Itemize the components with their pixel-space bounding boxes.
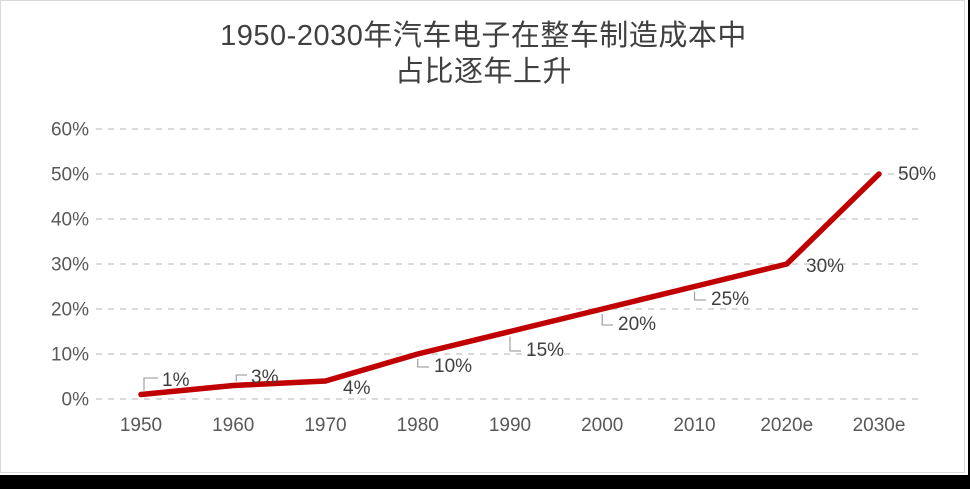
data-label: 15% [526,340,564,361]
y-tick-label: 50% [51,165,89,186]
chart-title: 1950-2030年汽车电子在整车制造成本中 占比逐年上升 [1,18,966,90]
data-label: 20% [618,314,656,335]
data-label: 3% [251,367,279,388]
y-tick-label: 40% [51,210,89,231]
leader-line [235,374,247,382]
y-tick-label: 30% [51,255,89,276]
y-tick-label: 0% [62,390,90,411]
y-tick-label: 60% [51,120,89,141]
right-black-edge [968,0,970,489]
leader-line [417,359,429,368]
x-axis-label: 1960 [212,415,254,436]
chart-title-line-2: 占比逐年上升 [394,56,572,88]
line-chart-plot: 0% 10% 20% 30% 40% 50% 60% 1950 1960 1970 1980 1990… [51,120,936,437]
y-tick-label: 20% [51,300,89,321]
leader-line [601,314,613,326]
series-line [138,171,882,398]
chart-title-line-1: 1950-2030年汽车电子在整车制造成本中 [220,20,747,52]
x-axis-label: 2020e [760,415,813,436]
x-axis-label: 1970 [304,415,346,436]
x-axis-label: 2010 [673,415,715,436]
leader-line [143,377,158,391]
leader-line [693,291,706,301]
data-label: 10% [434,356,472,377]
data-label: 30% [806,256,844,277]
x-axis-label: 2030e [853,415,906,436]
x-axis-label: 1980 [397,415,439,436]
y-tick-label: 10% [51,345,89,366]
data-label: 1% [162,370,190,391]
x-axis-label: 1990 [489,415,531,436]
x-axis-label: 2000 [581,415,623,436]
bottom-black-bar [0,475,970,489]
data-label: 25% [711,289,749,310]
leader-line [509,336,521,352]
data-label: 50% [898,164,936,185]
data-label: 4% [343,378,371,399]
chart-card: 1950-2030年汽车电子在整车制造成本中 占比逐年上升 0% 10% 20% 30… [0,0,965,473]
x-axis-label: 1950 [120,415,162,436]
